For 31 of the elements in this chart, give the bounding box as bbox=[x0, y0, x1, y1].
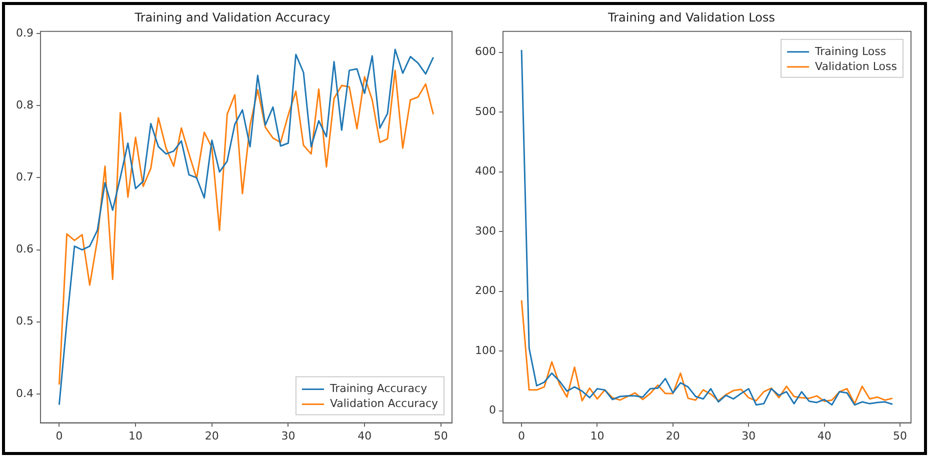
y-tick-label: 300 bbox=[474, 224, 496, 238]
y-tick-label: 600 bbox=[474, 45, 496, 58]
x-tick-label: 20 bbox=[666, 429, 680, 442]
x-tick-label: 0 bbox=[56, 429, 63, 442]
x-tick-label: 10 bbox=[128, 429, 143, 442]
y-tick-label: 500 bbox=[474, 104, 496, 118]
legend-label: Training Loss bbox=[814, 44, 886, 58]
x-tick-label: 20 bbox=[204, 429, 219, 442]
y-tick-label: 0 bbox=[488, 404, 496, 417]
y-tick-label: 0.7 bbox=[16, 170, 34, 184]
y-tick-label: 200 bbox=[474, 284, 496, 298]
y-tick-label: 400 bbox=[474, 164, 496, 178]
legend-label: Validation Loss bbox=[815, 60, 898, 73]
y-tick-label: 0.8 bbox=[16, 98, 34, 112]
x-tick-label: 50 bbox=[434, 429, 448, 442]
x-tick-label: 30 bbox=[281, 429, 296, 442]
x-tick-label: 30 bbox=[742, 429, 756, 442]
x-tick-label: 40 bbox=[358, 429, 372, 442]
y-tick-label: 0.9 bbox=[16, 26, 34, 40]
x-tick-label: 40 bbox=[817, 429, 832, 442]
legend-label: Training Accuracy bbox=[328, 382, 428, 396]
x-tick-label: 10 bbox=[590, 429, 604, 442]
chart-title: Training and Validation Accuracy bbox=[134, 10, 330, 24]
y-tick-label: 0.4 bbox=[16, 386, 34, 400]
y-tick-label: 100 bbox=[474, 344, 496, 357]
y-tick-label: 0.5 bbox=[16, 314, 34, 328]
x-tick-label: 0 bbox=[518, 429, 526, 442]
x-tick-label: 50 bbox=[893, 429, 908, 442]
legend-label: Validation Accuracy bbox=[330, 397, 438, 410]
y-tick-label: 0.6 bbox=[16, 242, 34, 256]
chart-title: Training and Validation Loss bbox=[607, 10, 775, 24]
